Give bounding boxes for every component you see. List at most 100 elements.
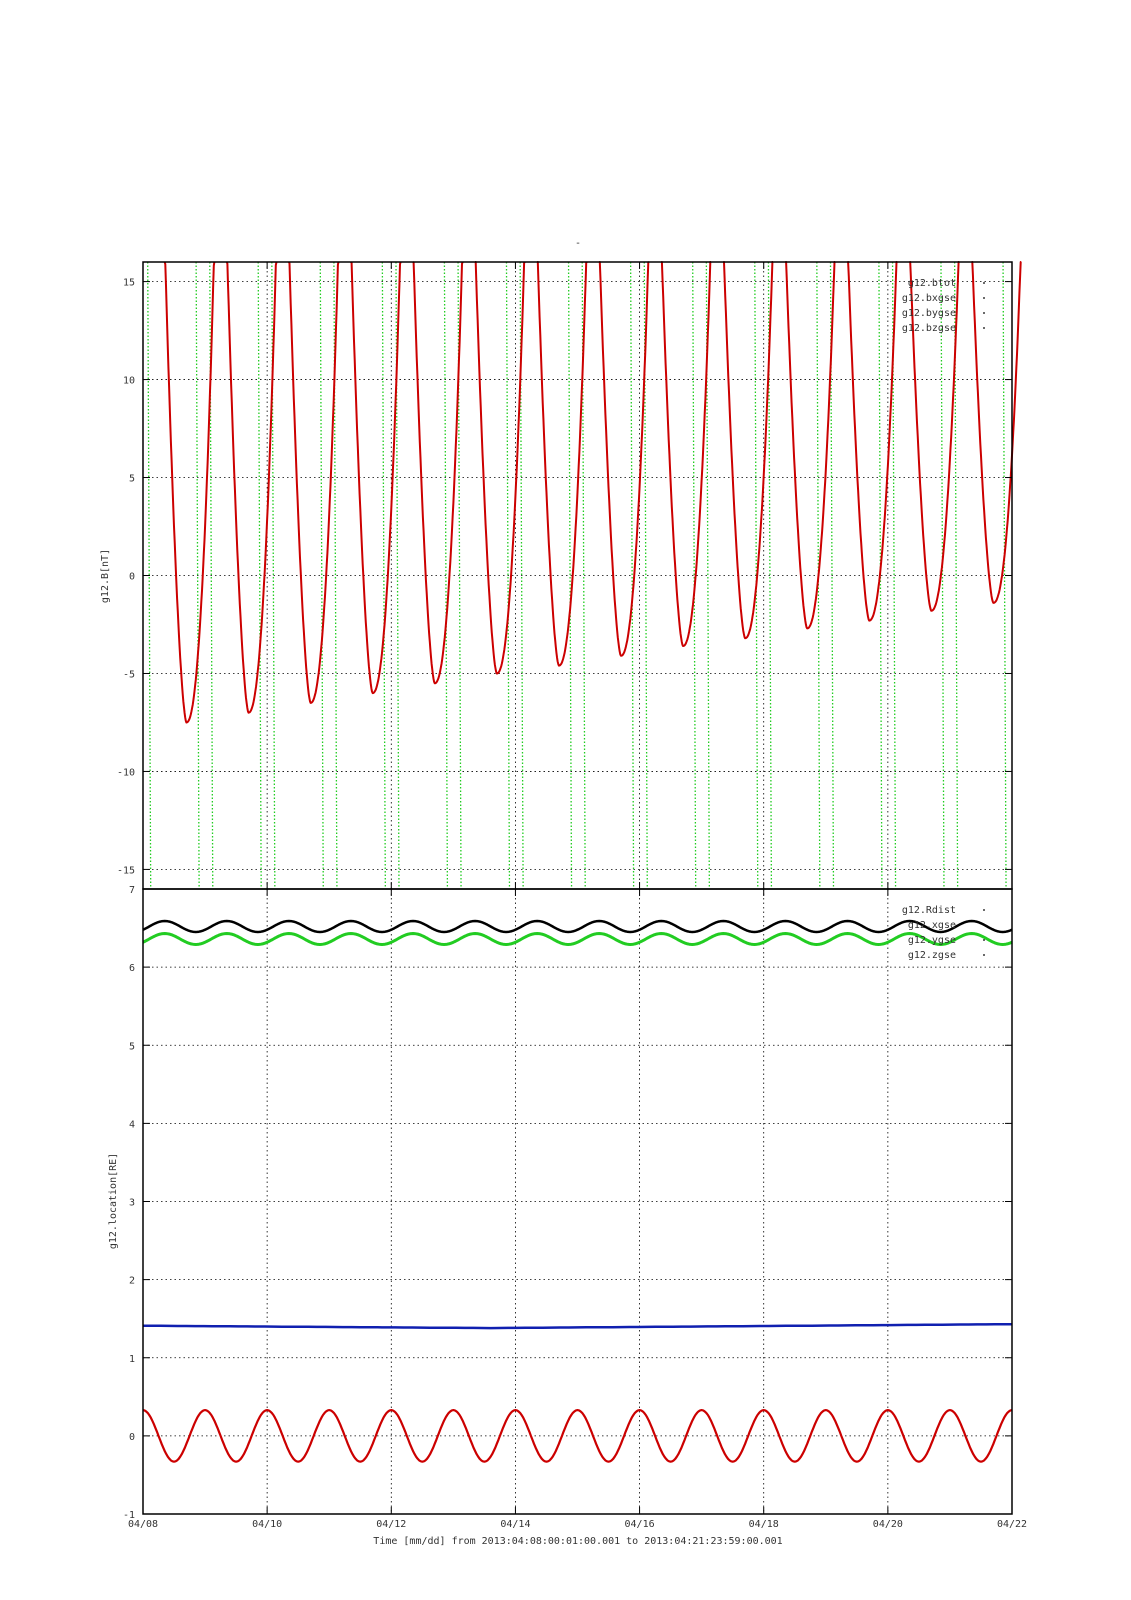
x-tick-label: 04/20 (873, 1519, 903, 1530)
bygse-cusp (163, 261, 216, 724)
y-tick-label: 2 (129, 1276, 135, 1287)
bygse-cusp (287, 261, 340, 704)
x-tick-label: 04/08 (128, 1519, 158, 1530)
bygse-cusp (660, 261, 712, 647)
rdist-line (142, 919, 1013, 934)
legend-entry: g12.bzgse (902, 323, 956, 334)
bxgse-line (692, 261, 697, 890)
magnetic-field-y-label: g12.B[nT] (100, 549, 111, 603)
magnetic-field-panel: 15 10 5 0 -5 -10 -15 g12.B[nT] g12.btot g12.bxg… (100, 261, 1022, 890)
location-legend: g12.Rdist g12.xgse g12.ygse g12.zgse (902, 905, 985, 961)
legend-marker (983, 297, 985, 299)
magnetic-field-legend: g12.btot g12.bxgse g12.bygse g12.bzgse (902, 278, 985, 334)
zgse-line (142, 1322, 1012, 1330)
bxgse-line (940, 261, 945, 890)
location-grid (143, 889, 1012, 1514)
bygse-cusp (785, 261, 836, 630)
legend-entry: g12.zgse (908, 950, 956, 961)
y-tick-label: 0 (129, 1432, 135, 1443)
bygse-cusp (412, 261, 464, 685)
bxgse-line (878, 261, 883, 890)
bxgse-line (443, 261, 449, 890)
legend-marker (983, 954, 985, 956)
magnetic-field-grid (143, 262, 1012, 889)
bxgse-line (891, 261, 897, 890)
x-tick-label: 04/10 (252, 1519, 282, 1530)
legend-entry: g12.bygse (902, 308, 956, 319)
bygse-cusp (598, 261, 650, 657)
legend-marker (983, 924, 985, 926)
bygse-cusp (474, 261, 526, 675)
legend-marker (983, 909, 985, 911)
y-tick-label: -5 (123, 669, 135, 680)
bygse-cusp (909, 261, 960, 612)
bxgse-line (333, 261, 338, 890)
location-frame (142, 888, 1013, 1515)
y-tick-label: 6 (129, 963, 135, 974)
bxgse-line (381, 261, 386, 890)
bxgse-line (816, 261, 821, 890)
y-tick-label: -1 (123, 1510, 135, 1521)
bxgse-line (319, 261, 324, 890)
ygse-line (142, 932, 1013, 946)
bygse-cusp (225, 261, 278, 714)
y-tick-label: 3 (129, 1198, 135, 1209)
location-y-label: g12.location[RE] (108, 1153, 119, 1249)
y-tick-label: -15 (117, 865, 135, 876)
y-tick-label: 10 (123, 376, 135, 387)
bxgse-line (643, 261, 648, 890)
location-series (142, 919, 1013, 1463)
bygse-cusp (723, 261, 774, 640)
bxgse-line (505, 261, 511, 890)
x-tick-label: 04/12 (376, 1519, 406, 1530)
bxgse-line (567, 261, 573, 890)
y-tick-label: 5 (129, 1041, 135, 1052)
y-tick-label: 7 (129, 885, 135, 896)
y-tick-label: 4 (129, 1119, 135, 1130)
bxgse-line (1002, 261, 1007, 890)
bxgse-line (257, 261, 262, 890)
x-tick-label: 04/18 (749, 1519, 779, 1530)
legend-entry: g12.xgse (908, 920, 956, 931)
bxgse-line (195, 261, 200, 890)
bxgse-line (705, 261, 710, 890)
legend-marker (983, 312, 985, 314)
bygse-cusp (971, 261, 1022, 604)
y-tick-label: -10 (117, 767, 135, 778)
bxgse-line (209, 261, 214, 890)
bxgse-line (519, 261, 524, 890)
y-tick-label: 5 (129, 474, 135, 485)
x-tick-label: 04/14 (500, 1519, 530, 1530)
legend-marker (983, 939, 985, 941)
legend-entry: g12.ygse (908, 935, 956, 946)
time-x-label: Time [mm/dd] from 2013:04:08:00:01:00.00… (373, 1536, 782, 1547)
legend-marker (983, 282, 985, 284)
y-tick-label: 0 (129, 572, 135, 583)
x-tick-label: 04/22 (997, 1519, 1027, 1530)
time-x-ticks: 04/08 04/10 04/12 04/14 04/16 04/18 04/20 04/22 (128, 262, 1027, 1530)
y-tick-label: 15 (123, 278, 135, 289)
bygse-cusp (536, 261, 588, 667)
bxgse-line (395, 261, 400, 890)
x-tick-label: 04/16 (625, 1519, 655, 1530)
bxgse-line (271, 261, 276, 890)
bxgse-line (754, 261, 759, 890)
y-tick-label: 1 (129, 1354, 135, 1365)
bxgse-line (457, 261, 462, 890)
magnetic-field-y-ticks: 15 10 5 0 -5 -10 -15 (117, 278, 1012, 876)
legend-marker (983, 327, 985, 329)
legend-entry: g12.bxgse (902, 293, 956, 304)
bxgse-line (953, 261, 959, 890)
bygse-cusp (350, 261, 402, 695)
legend-entry: g12.btot (908, 278, 956, 289)
chart-title-mark: - (575, 238, 581, 249)
bygse-cusp (847, 261, 898, 622)
bxgse-line (767, 261, 773, 890)
bxgse-line (829, 261, 835, 890)
bxgse-line (629, 261, 635, 890)
bxgse-line (581, 261, 586, 890)
xgse-line (142, 1408, 1013, 1463)
legend-entry: g12.Rdist (902, 905, 956, 916)
